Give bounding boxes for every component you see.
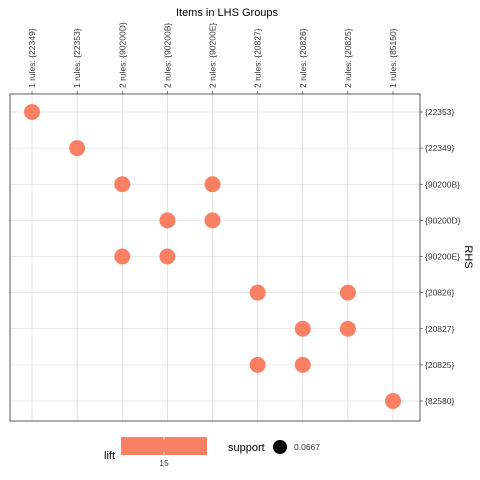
legend-support-value: 0.0667 [294,442,320,452]
data-point [159,248,176,265]
legend-support-title: support [228,442,265,454]
y-tick-label: {90200D} [425,215,461,225]
x-tick-label: 2 rules: {90200E} [208,23,218,88]
x-tick-label: 2 rules: {90200D} [117,22,127,88]
y-tick-label: {20825} [425,360,454,370]
x-tick-labels: 1 rules: {22349} 1 rules: {22353} 2 rules:… [27,22,398,94]
data-point [159,212,176,229]
y-axis-title: RHS [462,245,474,268]
y-tick-label: {22349} [425,143,454,153]
legend-support-marker [273,440,287,454]
legend-lift-title: lift [104,450,115,462]
data-point [249,356,266,373]
legend-lift-tick: 15 [159,458,169,468]
data-point [339,320,356,337]
x-tick-label: 2 rules: {20827} [253,28,263,88]
x-tick-label: 2 rules: {90200B} [162,23,172,88]
y-tick-labels: {22353} {22349} {90200B} {90200D} {90200E} {2… [420,107,461,406]
y-tick-label: {20827} [425,324,454,334]
y-tick-label: {82580} [425,396,454,406]
data-point [249,284,266,301]
data-point [69,140,86,157]
data-points [24,104,401,409]
x-tick-label: 2 rules: {20826} [298,28,308,88]
data-point [339,284,356,301]
data-point [24,104,40,120]
x-tick-label: 1 rules: {22353} [72,28,82,88]
plot-border [9,93,421,422]
legend: lift 15 support 0.0667 [104,437,320,468]
data-point [204,176,221,193]
data-point [114,176,131,193]
data-point [114,248,131,265]
chart-title: Items in LHS Groups [176,7,279,19]
y-tick-label: {20826} [425,288,454,298]
y-tick-label: {90200B} [425,179,460,189]
x-tick-label: 2 rules: {20825} [343,28,353,88]
x-tick-label: 1 rules: {85150} [388,28,398,88]
data-point [294,320,311,337]
y-tick-label: {22353} [425,107,454,117]
data-point [294,356,311,373]
x-tick-label: 1 rules: {22349} [27,28,37,88]
data-point [204,212,221,229]
y-tick-label: {90200E} [425,252,460,262]
data-point [385,393,401,409]
grid [10,94,420,421]
legend-lift-colorbar [121,437,207,455]
